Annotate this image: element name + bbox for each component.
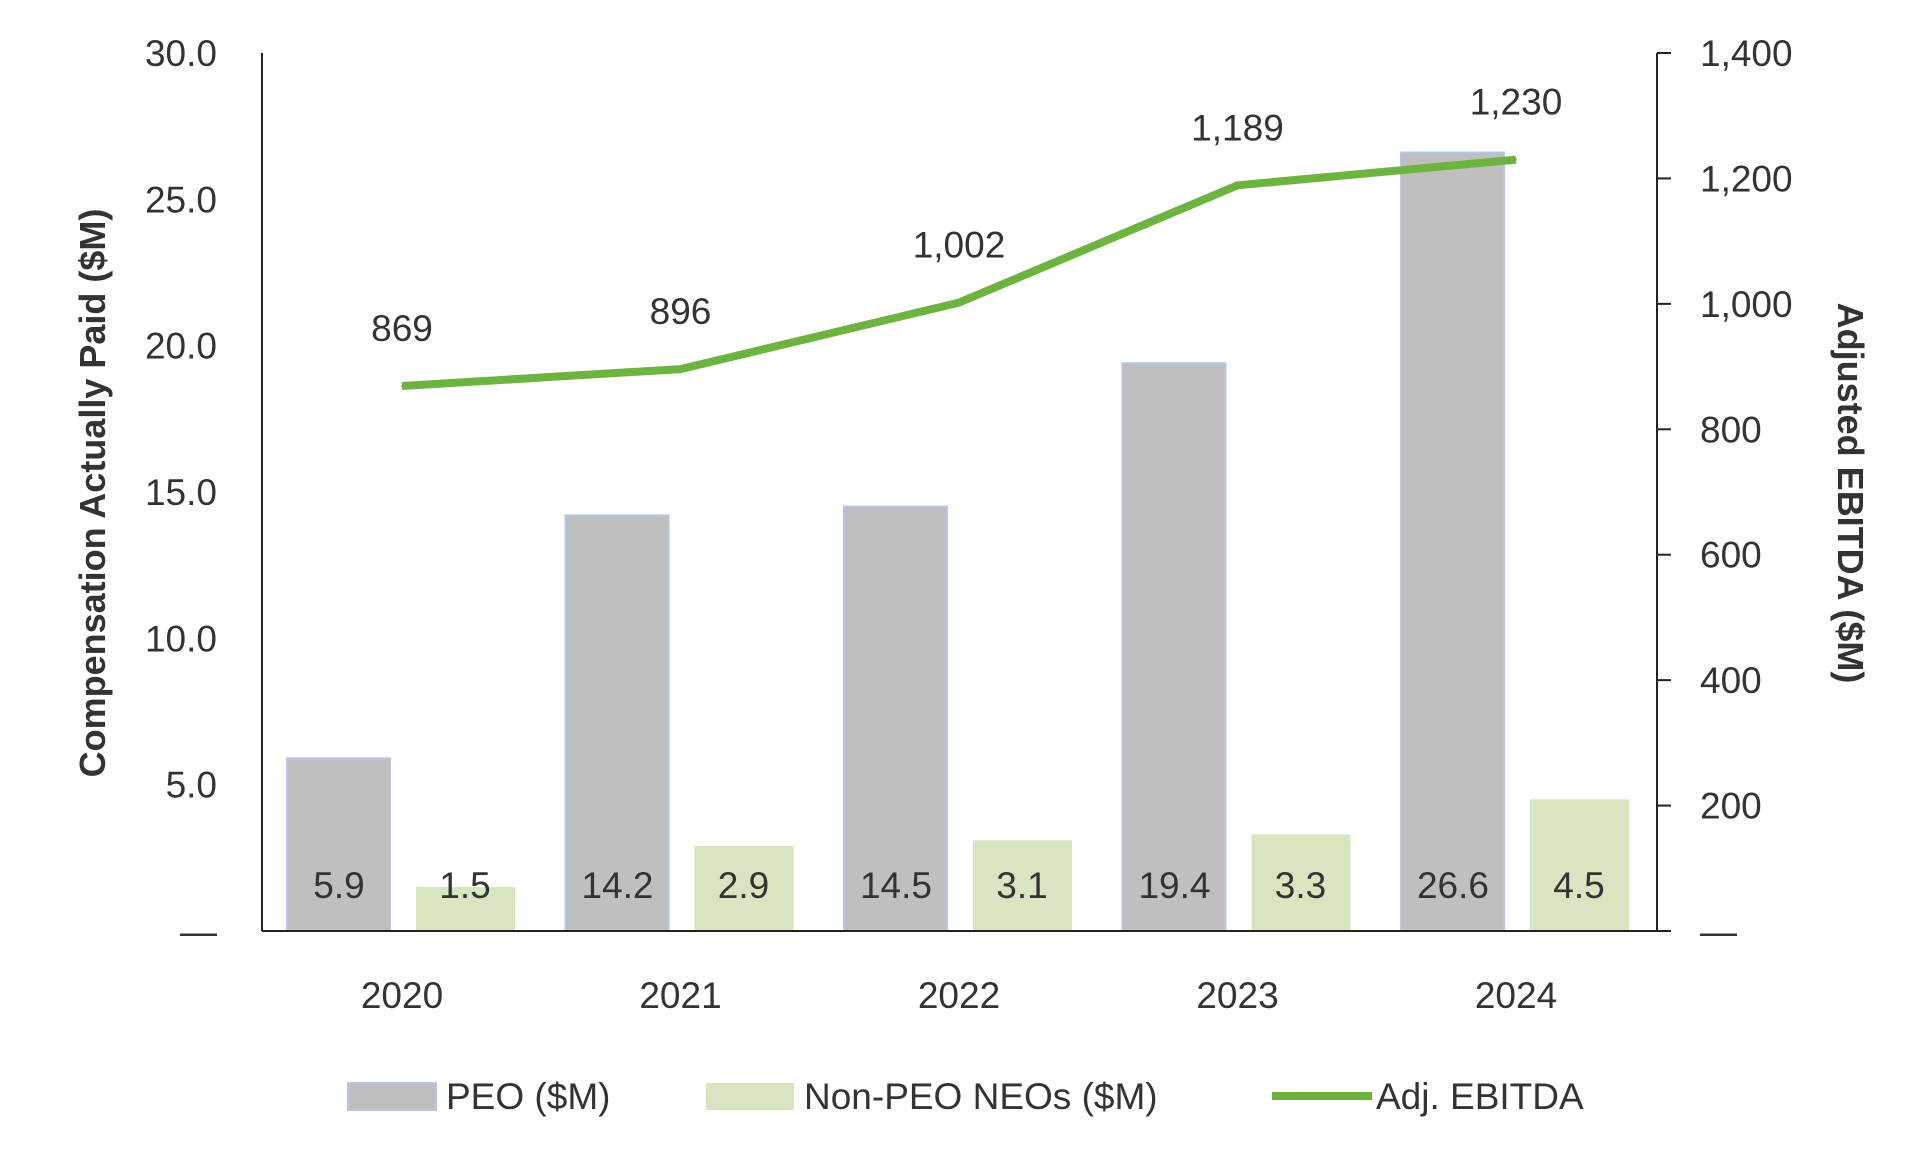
y-tick-label: 25.0 xyxy=(145,179,217,220)
y2-tick-label: 600 xyxy=(1700,535,1762,576)
y2-tick-label: 1,200 xyxy=(1700,158,1793,199)
bar-neo-2020 xyxy=(416,887,515,931)
y2-tick-label: 1,400 xyxy=(1700,33,1793,74)
bar-neo-2024 xyxy=(1530,799,1629,931)
data-label-neo-2023: 3.3 xyxy=(1275,865,1326,906)
data-label-neo-2021: 2.9 xyxy=(718,865,769,906)
ebitda-line xyxy=(401,155,1517,391)
x-tick-label-2021: 2021 xyxy=(639,975,721,1016)
y-tick-label: 5.0 xyxy=(166,765,217,806)
ebitda-point-2021 xyxy=(679,368,682,371)
data-label-peo-2024: 26.6 xyxy=(1417,865,1489,906)
x-tick-label-2024: 2024 xyxy=(1475,975,1557,1016)
y-tick-label: 15.0 xyxy=(145,472,217,513)
bar-neo-2021 xyxy=(694,846,794,931)
data-label-peo-2023: 19.4 xyxy=(1138,865,1210,906)
y2-tick-label: — xyxy=(1700,911,1737,952)
x-tick-label-2023: 2023 xyxy=(1196,975,1278,1016)
data-label-peo-2022: 14.5 xyxy=(860,865,932,906)
ebitda-point-2022 xyxy=(958,301,960,304)
legend-swatch-peo xyxy=(347,1082,437,1111)
y2-tick-label: 200 xyxy=(1700,786,1762,827)
y2-axis-title: Adjusted EBITDA ($M) xyxy=(1830,303,1871,684)
data-label-peo-2021: 14.2 xyxy=(581,865,653,906)
y-tick-label: 20.0 xyxy=(145,326,217,367)
bar-neo-2023 xyxy=(1251,834,1351,931)
y-tick-label: 30.0 xyxy=(145,33,217,74)
data-label-ebitda-2020: 869 xyxy=(371,308,433,349)
ebitda-point-2024 xyxy=(1515,158,1517,161)
data-label-peo-2020: 5.9 xyxy=(313,865,364,906)
bar-neo-2022 xyxy=(973,840,1072,931)
ebitda-point-2020 xyxy=(401,385,403,388)
bar-peo-2020 xyxy=(286,757,391,932)
y2-tick-label: 800 xyxy=(1700,409,1762,450)
bars xyxy=(286,151,1629,933)
legend-label-neo: Non-PEO NEOs ($M) xyxy=(804,1076,1158,1117)
data-label-ebitda-2023: 1,189 xyxy=(1191,107,1284,148)
x-tick-label-2022: 2022 xyxy=(918,975,1000,1016)
data-label-neo-2020: 1.5 xyxy=(439,865,490,906)
ebitda-point-2023 xyxy=(1236,184,1239,187)
legend-label-ebitda: Adj. EBITDA xyxy=(1376,1076,1584,1117)
data-label-neo-2022: 3.1 xyxy=(996,865,1047,906)
bar-peo-2022 xyxy=(843,505,948,932)
data-label-ebitda-2021: 896 xyxy=(650,291,712,332)
bar-peo-2023 xyxy=(1121,362,1227,932)
y-tick-label: 10.0 xyxy=(145,618,217,659)
legend-swatch-neo xyxy=(706,1083,794,1110)
y2-tick-label: 1,000 xyxy=(1700,284,1793,325)
data-label-neo-2024: 4.5 xyxy=(1553,865,1604,906)
legend-label-peo: PEO ($M) xyxy=(446,1076,610,1117)
bar-peo-2021 xyxy=(564,514,670,932)
data-label-ebitda-2022: 1,002 xyxy=(913,225,1006,266)
y2-tick-label: 400 xyxy=(1700,660,1762,701)
data-label-ebitda-2024: 1,230 xyxy=(1470,82,1563,123)
x-tick-label-2020: 2020 xyxy=(361,975,443,1016)
legend: PEO ($M) Non-PEO NEOs ($M) Adj. EBITDA xyxy=(347,1076,1584,1117)
bar-peo-2024 xyxy=(1400,151,1505,933)
y-tick-label: — xyxy=(180,911,217,952)
y-axis-title: Compensation Actually Paid ($M) xyxy=(72,209,113,778)
